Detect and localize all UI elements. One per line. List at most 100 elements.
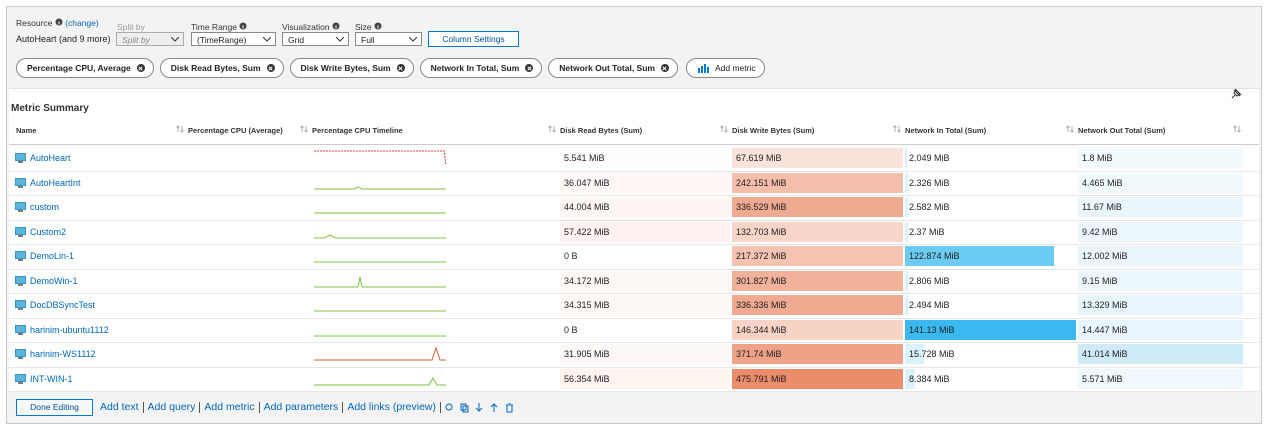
column-settings-button[interactable]: Column Settings — [428, 31, 519, 47]
footer-link[interactable]: Add parameters — [258, 402, 343, 413]
stand — [18, 381, 23, 384]
footer-link[interactable]: Add metric — [199, 402, 258, 413]
action-icon[interactable] — [460, 403, 469, 413]
resource-link[interactable]: custom — [30, 202, 60, 212]
name-cell: DocDBSyncTest — [11, 295, 95, 315]
vm-icon — [15, 300, 26, 310]
value-cell: 2.37 MiB — [905, 221, 1076, 242]
sparkline — [314, 335, 446, 336]
resource-link[interactable]: DemoWin-1 — [30, 275, 78, 286]
footer-link[interactable]: Add links (preview) — [342, 402, 440, 413]
value-cell: 4.465 MiB — [1078, 172, 1243, 193]
value-text: 141.13 MiB — [909, 324, 955, 335]
sort-icon[interactable] — [1066, 125, 1074, 133]
time-range-dropdown[interactable]: (TimeRange) — [191, 32, 276, 46]
value-cell: 8.384 MiB — [905, 368, 1076, 389]
screen — [15, 251, 26, 259]
resource-link[interactable]: INT-WIN-1 — [30, 373, 73, 384]
label: Size — [355, 22, 372, 32]
screen — [15, 202, 26, 210]
value-text: 9.15 MiB — [1082, 275, 1118, 286]
resource-link[interactable]: harinim-WS1112 — [30, 349, 96, 359]
pill-text: Add metric — [714, 63, 756, 73]
size-dropdown[interactable]: Full — [355, 32, 422, 46]
sort-icon[interactable] — [548, 125, 556, 133]
value-cell: 5.571 MiB — [1078, 368, 1243, 389]
sparkline — [314, 233, 446, 238]
value-cell: 132.703 MiB — [732, 221, 903, 242]
remove-icon[interactable] — [525, 64, 534, 72]
remove-icon[interactable] — [396, 64, 405, 72]
metric-pill[interactable]: Disk Read Bytes, Sum — [159, 58, 284, 78]
column-header[interactable]: Percentage CPU (Average) — [188, 126, 283, 135]
value-text: 9.42 MiB — [1082, 226, 1118, 237]
value-bar — [905, 344, 925, 364]
value-text: 242.151 MiB — [736, 177, 787, 188]
size-label: Size — [355, 22, 382, 32]
resource-link[interactable]: AutoHeartInt — [30, 177, 81, 188]
sort-icon[interactable] — [1233, 125, 1241, 133]
sort-arrows — [1233, 125, 1241, 133]
footer-link[interactable]: Add query — [142, 402, 200, 413]
remove-icon[interactable] — [136, 64, 145, 72]
sort-icon[interactable] — [893, 125, 901, 133]
pin-icon[interactable] — [1230, 88, 1242, 100]
footer-link[interactable]: Add text — [100, 401, 139, 413]
column-header[interactable]: Network In Total (Sum) — [905, 126, 987, 135]
done-editing-button[interactable]: Done Editing — [16, 399, 93, 416]
remove-icon[interactable] — [266, 64, 275, 72]
name-cell: DemoLin-1 — [11, 246, 74, 266]
resource-link[interactable]: Custom2 — [30, 226, 67, 237]
add-metric-pill[interactable]: Add metric — [685, 58, 765, 78]
resource-link[interactable]: AutoHeart — [30, 153, 71, 163]
value-cell: 36.047 MiB — [560, 172, 730, 193]
resource-link[interactable]: DemoLin-1 — [30, 251, 75, 261]
value-text: 41.014 MiB — [1082, 349, 1128, 359]
action-icon[interactable] — [490, 402, 499, 413]
chevron — [409, 37, 417, 42]
chevron — [171, 37, 179, 42]
sort-icon[interactable] — [300, 125, 308, 133]
metric-pill[interactable]: Network In Total, Sum — [419, 58, 543, 78]
screen — [15, 349, 26, 357]
visualization-dropdown[interactable]: Grid — [282, 32, 349, 46]
resource-link[interactable]: DocDBSyncTest — [30, 300, 96, 310]
value-bar — [905, 270, 909, 291]
column-header[interactable]: Network Out Total (Sum) — [1078, 126, 1166, 135]
action-icon[interactable] — [505, 402, 514, 413]
value-text: 2.582 MiB — [909, 202, 950, 212]
split-by-dropdown[interactable]: Split by — [116, 32, 184, 46]
icon-bar — [703, 64, 706, 73]
action-icon[interactable] — [445, 403, 454, 413]
row-line — [9, 317, 1259, 319]
sparkline — [314, 185, 446, 189]
pill-text: Disk Read Bytes, Sum — [170, 63, 261, 73]
value-text: 2.37 MiB — [909, 226, 945, 237]
value-text: 132.703 MiB — [736, 226, 787, 237]
value-text: 122.874 MiB — [909, 251, 960, 261]
sparkline — [314, 346, 446, 361]
column-header[interactable]: Name — [16, 126, 37, 135]
metric-pill[interactable]: Disk Write Bytes, Sum — [289, 58, 414, 78]
name-cell: DemoWin-1 — [11, 271, 78, 291]
remove-icon[interactable] — [660, 64, 669, 72]
sparkline — [314, 212, 446, 214]
metric-pill[interactable]: Network Out Total, Sum — [548, 58, 678, 78]
change-link[interactable]: (change) — [65, 18, 99, 28]
name-cell: harinim-ubuntu1112 — [11, 320, 109, 340]
action-icon[interactable] — [475, 402, 484, 413]
column-header[interactable]: Percentage CPU Timeline — [312, 126, 403, 135]
column-header[interactable]: Disk Read Bytes (Sum) — [560, 126, 643, 135]
resource-link[interactable]: harinim-ubuntu1112 — [30, 324, 109, 335]
row-line — [9, 391, 1259, 392]
sort-icon[interactable] — [176, 125, 184, 133]
value-bar — [905, 246, 1054, 266]
metric-pill[interactable]: Percentage CPU, Average — [16, 58, 154, 78]
row-line — [9, 366, 1259, 368]
sort-icon[interactable] — [720, 125, 728, 133]
column-header[interactable]: Disk Write Bytes (Sum) — [732, 126, 815, 135]
stand — [18, 234, 23, 237]
vm-icon — [15, 153, 26, 163]
value-cell: 2.049 MiB — [905, 148, 1076, 168]
value-text: 2.494 MiB — [909, 300, 950, 310]
